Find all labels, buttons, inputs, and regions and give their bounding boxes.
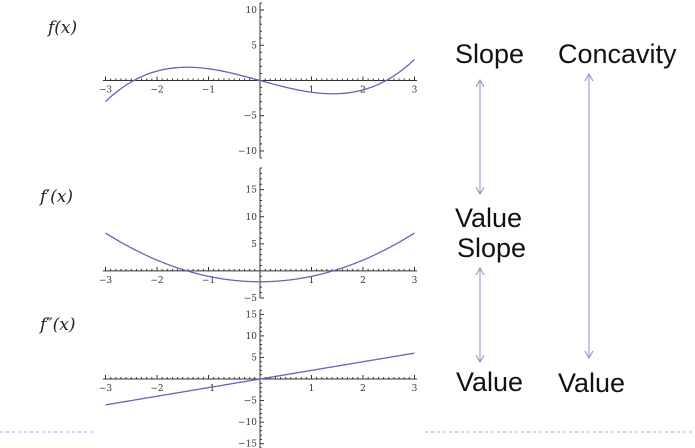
y-tick-label: −5	[244, 112, 258, 122]
x-tick-label: −3	[99, 86, 113, 96]
function-label: f′(x)	[38, 187, 73, 207]
arrow-slope-value-top	[475, 78, 485, 196]
y-tick-label: 10	[246, 213, 258, 223]
y-tick-label: 10	[246, 332, 258, 342]
x-tick-label: 3	[412, 384, 418, 394]
y-tick-label: −10	[238, 418, 257, 428]
x-tick-label: 1	[309, 276, 315, 286]
x-tick-label: −1	[202, 384, 215, 394]
y-tick-label: 5	[251, 41, 257, 51]
function-curve	[105, 352, 415, 406]
x-tick-label: −3	[99, 384, 113, 394]
value-label-bottom-right: Value	[558, 368, 625, 398]
x-tick-label: −2	[150, 276, 163, 286]
x-tick-label: −1	[202, 86, 215, 96]
slope-label-top: Slope	[455, 39, 524, 69]
function-label: f″(x)	[38, 315, 76, 335]
x-tick-label: −2	[150, 86, 163, 96]
x-tick-label: 3	[412, 86, 418, 96]
y-tick-label: −10	[238, 147, 257, 157]
arrow-concavity-value	[584, 72, 594, 360]
function-label: f(x)	[46, 18, 77, 38]
x-tick-label: −2	[150, 384, 163, 394]
function-curve	[105, 58, 415, 103]
y-tick-label: −15	[238, 440, 257, 448]
y-tick-label: 5	[251, 353, 257, 363]
chart-panel-2: f′(x) −3 −2 −1 1 2 3 15 10 5 −5	[38, 167, 418, 304]
slope-label-middle: Slope	[457, 233, 526, 263]
function-curve	[105, 232, 415, 283]
y-tick-label: 15	[246, 186, 258, 196]
value-label-bottom-left: Value	[456, 367, 523, 397]
y-tick-label: 5	[251, 240, 257, 250]
y-tick-label: −5	[244, 294, 258, 304]
y-tick-label: 10	[246, 6, 258, 16]
y-tick-label: 15	[246, 310, 258, 320]
concavity-label: Concavity	[558, 39, 677, 69]
value-label-middle: Value	[455, 203, 522, 233]
x-tick-label: 3	[412, 276, 418, 286]
chart-panel-3: f″(x) −3 −2 −1 1 2 3 15 10 5 −5 −10 −15	[38, 309, 418, 448]
x-tick-label: 1	[309, 86, 315, 96]
x-tick-label: 1	[309, 384, 315, 394]
y-tick-label: −5	[244, 397, 258, 407]
x-tick-label: −1	[202, 276, 215, 286]
x-tick-label: 2	[360, 276, 366, 286]
x-tick-label: 2	[360, 384, 366, 394]
arrow-slope-value-bottom	[475, 266, 485, 364]
x-tick-label: −3	[99, 276, 113, 286]
